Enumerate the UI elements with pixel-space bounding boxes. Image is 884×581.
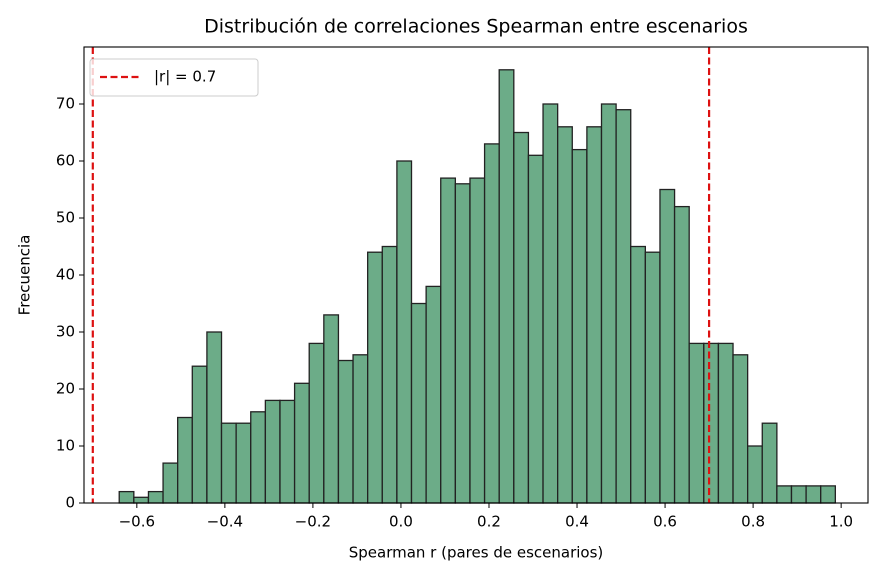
x-tick-label: 0.2: [477, 513, 501, 531]
histogram-bar: [133, 496, 150, 504]
histogram-bar: [425, 285, 442, 504]
histogram-bar: [323, 314, 340, 504]
histogram-bar: [308, 342, 325, 504]
histogram-bar: [264, 399, 281, 504]
x-tick-label: 1.0: [829, 513, 853, 531]
histogram-bar: [630, 245, 646, 504]
y-tick-label: 70: [56, 95, 75, 113]
legend-label: |r| = 0.7: [154, 68, 216, 86]
y-tick-label: 40: [56, 266, 75, 284]
histogram-bar: [206, 331, 223, 504]
histogram-bar: [352, 354, 369, 504]
histogram-bar: [673, 205, 690, 504]
legend-box: [89, 58, 259, 97]
histogram-bar: [498, 69, 515, 504]
histogram-bar: [483, 143, 500, 504]
y-tick-label: 60: [56, 152, 75, 170]
y-tick-label: 20: [56, 380, 75, 398]
histogram-bar: [659, 188, 676, 504]
histogram-bar: [337, 359, 354, 504]
histogram-bar: [542, 103, 559, 504]
histogram-bar: [776, 485, 793, 504]
y-tick-label: 30: [56, 323, 75, 341]
x-tick-label: 0.0: [389, 513, 413, 531]
histogram-bar: [220, 422, 237, 504]
chart-title: Distribución de correlaciones Spearman e…: [204, 16, 748, 38]
histogram-bar: [688, 342, 705, 504]
y-tick-label: 10: [56, 437, 75, 455]
histogram-bar: [191, 365, 208, 504]
histogram-bar: [746, 445, 763, 504]
histogram-bar: [790, 485, 807, 504]
histogram-bar: [600, 103, 617, 504]
histogram-bar: [177, 416, 193, 504]
histogram-bar: [615, 109, 632, 504]
histogram-bar: [454, 183, 471, 504]
y-tick-label: 50: [56, 209, 75, 227]
histogram-bar: [250, 411, 267, 504]
histogram-bar: [820, 485, 836, 504]
y-axis-label: Frecuencia: [16, 235, 34, 316]
histogram-bar: [644, 251, 661, 504]
histogram-bar: [717, 342, 734, 504]
x-axis-label: Spearman r (pares de escenarios): [349, 544, 604, 562]
x-tick-label: 0.4: [565, 513, 589, 531]
histogram-bar: [703, 342, 720, 504]
histogram-bar: [396, 160, 413, 504]
histogram-bar: [235, 422, 252, 504]
histogram-bar: [557, 126, 573, 504]
histogram-bar: [147, 490, 164, 504]
histogram-bar: [527, 154, 544, 504]
histogram-bar: [586, 126, 603, 504]
y-tick-label: 0: [65, 494, 75, 512]
histogram-bar: [805, 485, 822, 504]
x-tick-label: 0.6: [653, 513, 677, 531]
histogram-bar: [440, 177, 457, 504]
histogram-bar: [469, 177, 486, 504]
histogram-bar: [410, 302, 427, 504]
histogram-bar: [367, 251, 383, 504]
x-tick-label: −0.2: [295, 513, 331, 531]
histogram-bar: [732, 354, 749, 504]
histogram-bar: [571, 148, 588, 504]
x-tick-label: −0.6: [119, 513, 155, 531]
histogram-bar: [513, 131, 530, 504]
histogram-bar: [162, 462, 179, 504]
histogram-bar: [118, 490, 135, 504]
x-tick-label: 0.8: [741, 513, 765, 531]
histogram-bar: [279, 399, 296, 504]
histogram-bar: [761, 422, 778, 504]
x-tick-label: −0.4: [207, 513, 243, 531]
histogram-bar: [381, 245, 398, 504]
histogram-bar: [293, 382, 310, 504]
